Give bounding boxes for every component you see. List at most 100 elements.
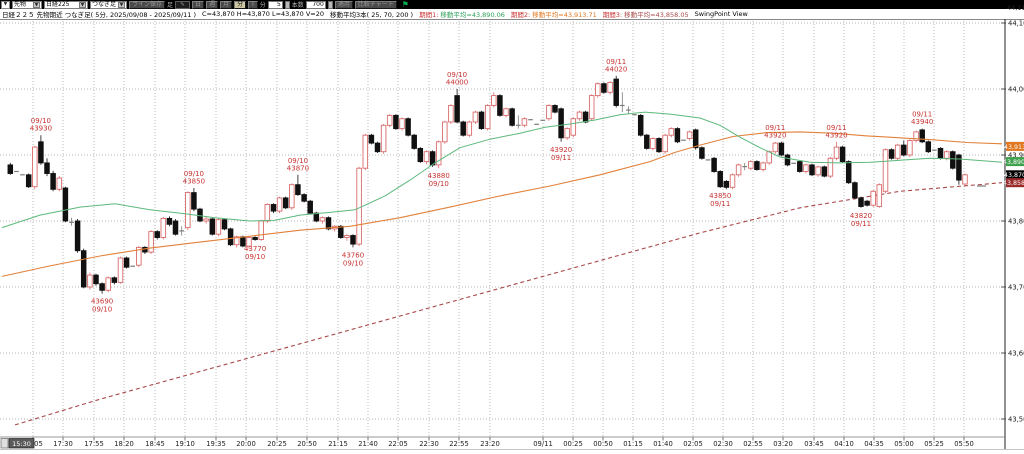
ma-period-2-value: 移動平均=43,913.71 bbox=[532, 11, 597, 19]
svg-text:43,858.: 43,858. bbox=[1003, 180, 1024, 187]
svg-text:09/11: 09/11 bbox=[826, 124, 846, 132]
svg-text:04:35: 04:35 bbox=[864, 440, 884, 448]
period-monthly-button[interactable]: 月 bbox=[220, 0, 233, 9]
svg-text:21:15: 21:15 bbox=[328, 440, 348, 448]
chart-style-dropdown[interactable]: つなぎ足 ▼ bbox=[90, 0, 128, 9]
svg-text:17:55: 17:55 bbox=[84, 440, 104, 448]
instrument-title: 日経２２５ 先物期近 つなぎ足( 5分, 2025/09/08 - 2025/0… bbox=[2, 11, 197, 19]
svg-text:22:55: 22:55 bbox=[449, 440, 469, 448]
svg-text:43850: 43850 bbox=[183, 178, 205, 186]
svg-text:43,700.: 43,700. bbox=[1008, 284, 1024, 292]
svg-text:43,890.: 43,890. bbox=[1003, 159, 1024, 166]
svg-text:09/10: 09/10 bbox=[184, 170, 204, 178]
compare-chart-button[interactable]: 比較チャート bbox=[354, 0, 397, 9]
period-weekly-button[interactable]: 週 bbox=[206, 0, 219, 9]
bar-count-label: 本数 bbox=[291, 2, 304, 9]
svg-text:21:40: 21:40 bbox=[358, 440, 378, 448]
svg-text:43920: 43920 bbox=[550, 146, 572, 154]
svg-text:00:50: 00:50 bbox=[593, 440, 613, 448]
svg-text:15:30: 15:30 bbox=[12, 440, 31, 448]
svg-text:09/10: 09/10 bbox=[288, 157, 308, 165]
svg-text:44,100.: 44,100. bbox=[1008, 20, 1024, 28]
svg-text:09/10: 09/10 bbox=[447, 71, 467, 79]
line-save-button[interactable]: ライン保存 bbox=[129, 0, 166, 9]
svg-text:09/10: 09/10 bbox=[92, 306, 112, 314]
x-axis: 17:0517:3017:5518:2018:4519:1019:3520:00… bbox=[0, 436, 1024, 450]
svg-text:05:25: 05:25 bbox=[924, 440, 944, 448]
svg-text:05:50: 05:50 bbox=[954, 440, 974, 448]
category-dropdown[interactable]: 先物 ▼ bbox=[12, 0, 42, 9]
svg-text:09/10: 09/10 bbox=[429, 180, 449, 188]
svg-text:18:20: 18:20 bbox=[114, 440, 134, 448]
svg-text:09/11: 09/11 bbox=[710, 200, 730, 208]
ma-period-3-label: 期間3: bbox=[602, 11, 623, 19]
svg-text:02:55: 02:55 bbox=[743, 440, 763, 448]
ma-period-1-readout: 期間1: 移動平均=43,890.06 bbox=[419, 9, 505, 19]
svg-text:43880: 43880 bbox=[428, 172, 450, 180]
svg-text:43920: 43920 bbox=[764, 131, 786, 139]
ma-period-3-readout: 期間3: 移動平均=43,858.05 bbox=[603, 9, 689, 19]
candles[interactable] bbox=[7, 75, 968, 294]
svg-text:20:25: 20:25 bbox=[267, 440, 287, 448]
price-chart[interactable]: 09/10439304369009/1009/10438504377009/10… bbox=[0, 19, 1024, 454]
svg-text:02:05: 02:05 bbox=[683, 440, 703, 448]
svg-text:09/10: 09/10 bbox=[245, 253, 265, 261]
y-axis: 44,100. 44,000. 43,900. 43,800. 43,700. 43,60… bbox=[1001, 19, 1024, 450]
svg-text:43,800.: 43,800. bbox=[1008, 218, 1024, 226]
svg-text:20:00: 20:00 bbox=[236, 440, 256, 448]
svg-text:20:50: 20:50 bbox=[297, 440, 317, 448]
svg-text:44020: 44020 bbox=[605, 65, 627, 73]
svg-text:43930: 43930 bbox=[30, 125, 52, 133]
svg-text:44000: 44000 bbox=[446, 79, 468, 87]
bar-count-input[interactable] bbox=[305, 0, 326, 9]
svg-text:43,900.: 43,900. bbox=[1008, 152, 1024, 160]
svg-text:09/11: 09/11 bbox=[765, 124, 785, 132]
svg-text:22:30: 22:30 bbox=[419, 440, 439, 448]
svg-text:43820: 43820 bbox=[850, 212, 872, 220]
svg-text:00:25: 00:25 bbox=[563, 440, 583, 448]
svg-text:19:35: 19:35 bbox=[206, 440, 226, 448]
svg-text:04:10: 04:10 bbox=[834, 440, 854, 448]
svg-text:43,600.: 43,600. bbox=[1008, 350, 1024, 358]
swingpoint-view-label: SwingPoint View bbox=[694, 10, 748, 18]
chevron-down-icon[interactable]: ▼ bbox=[79, 1, 86, 8]
collapse-toolbar-button[interactable]: ▼ bbox=[1, 0, 10, 9]
svg-text:18:45: 18:45 bbox=[145, 440, 165, 448]
chevron-down-icon[interactable]: ▼ bbox=[33, 1, 40, 8]
ma-period-3-value: 移動平均=43,858.05 bbox=[624, 11, 689, 19]
svg-text:09/10: 09/10 bbox=[343, 259, 363, 267]
svg-text:43850: 43850 bbox=[709, 192, 731, 200]
toolbar: ▼ 先物 ▼ 日経225 ▼ つなぎ足 ▼ ライン保存 足 ✎ 日 週 月 分 … bbox=[0, 0, 1024, 9]
chevron-down-icon[interactable]: ▼ bbox=[118, 1, 126, 8]
period-tick-button[interactable]: T bbox=[248, 0, 258, 9]
minute-input[interactable] bbox=[267, 0, 283, 9]
period-minute-button[interactable]: 分 bbox=[234, 0, 247, 9]
ma-summary: 移動平均3本( 25, 70, 200 ) bbox=[330, 11, 414, 19]
swing-point-labels: 09/10439304369009/1009/10438504377009/10… bbox=[30, 58, 934, 314]
edit-icon[interactable]: ✎ bbox=[175, 0, 191, 9]
svg-text:43770: 43770 bbox=[244, 245, 266, 253]
ma70-line bbox=[1, 131, 1003, 277]
y-axis-top-label: 44,110. bbox=[1007, 4, 1024, 12]
symbol-dropdown[interactable]: 日経225 ▼ bbox=[44, 0, 88, 9]
apply-button[interactable]: 適用 bbox=[334, 0, 353, 9]
ma-period-1-label: 期間1: bbox=[419, 11, 439, 19]
ma-period-2-readout: 期間2: 移動平均=43,913.71 bbox=[511, 9, 597, 19]
ma-period-2-label: 期間2: bbox=[510, 11, 531, 19]
svg-text:43920: 43920 bbox=[825, 131, 847, 139]
minute-spinner[interactable] bbox=[284, 0, 290, 9]
svg-text:44,000.: 44,000. bbox=[1008, 86, 1024, 94]
bar-count-spinner[interactable] bbox=[327, 0, 333, 9]
svg-text:19:10: 19:10 bbox=[175, 440, 195, 448]
flag-icon: ⚑ bbox=[401, 0, 409, 9]
svg-text:01:15: 01:15 bbox=[623, 440, 643, 448]
svg-text:22:05: 22:05 bbox=[388, 440, 408, 448]
svg-text:43,913: 43,913 bbox=[1004, 144, 1024, 151]
period-daily-button[interactable]: 日 bbox=[192, 0, 205, 9]
category-dropdown-value: 先物 bbox=[14, 0, 27, 8]
svg-text:03:45: 03:45 bbox=[804, 440, 824, 448]
session-time-box[interactable]: 15:30 bbox=[0, 438, 35, 449]
symbol-dropdown-value: 日経225 bbox=[46, 0, 70, 8]
